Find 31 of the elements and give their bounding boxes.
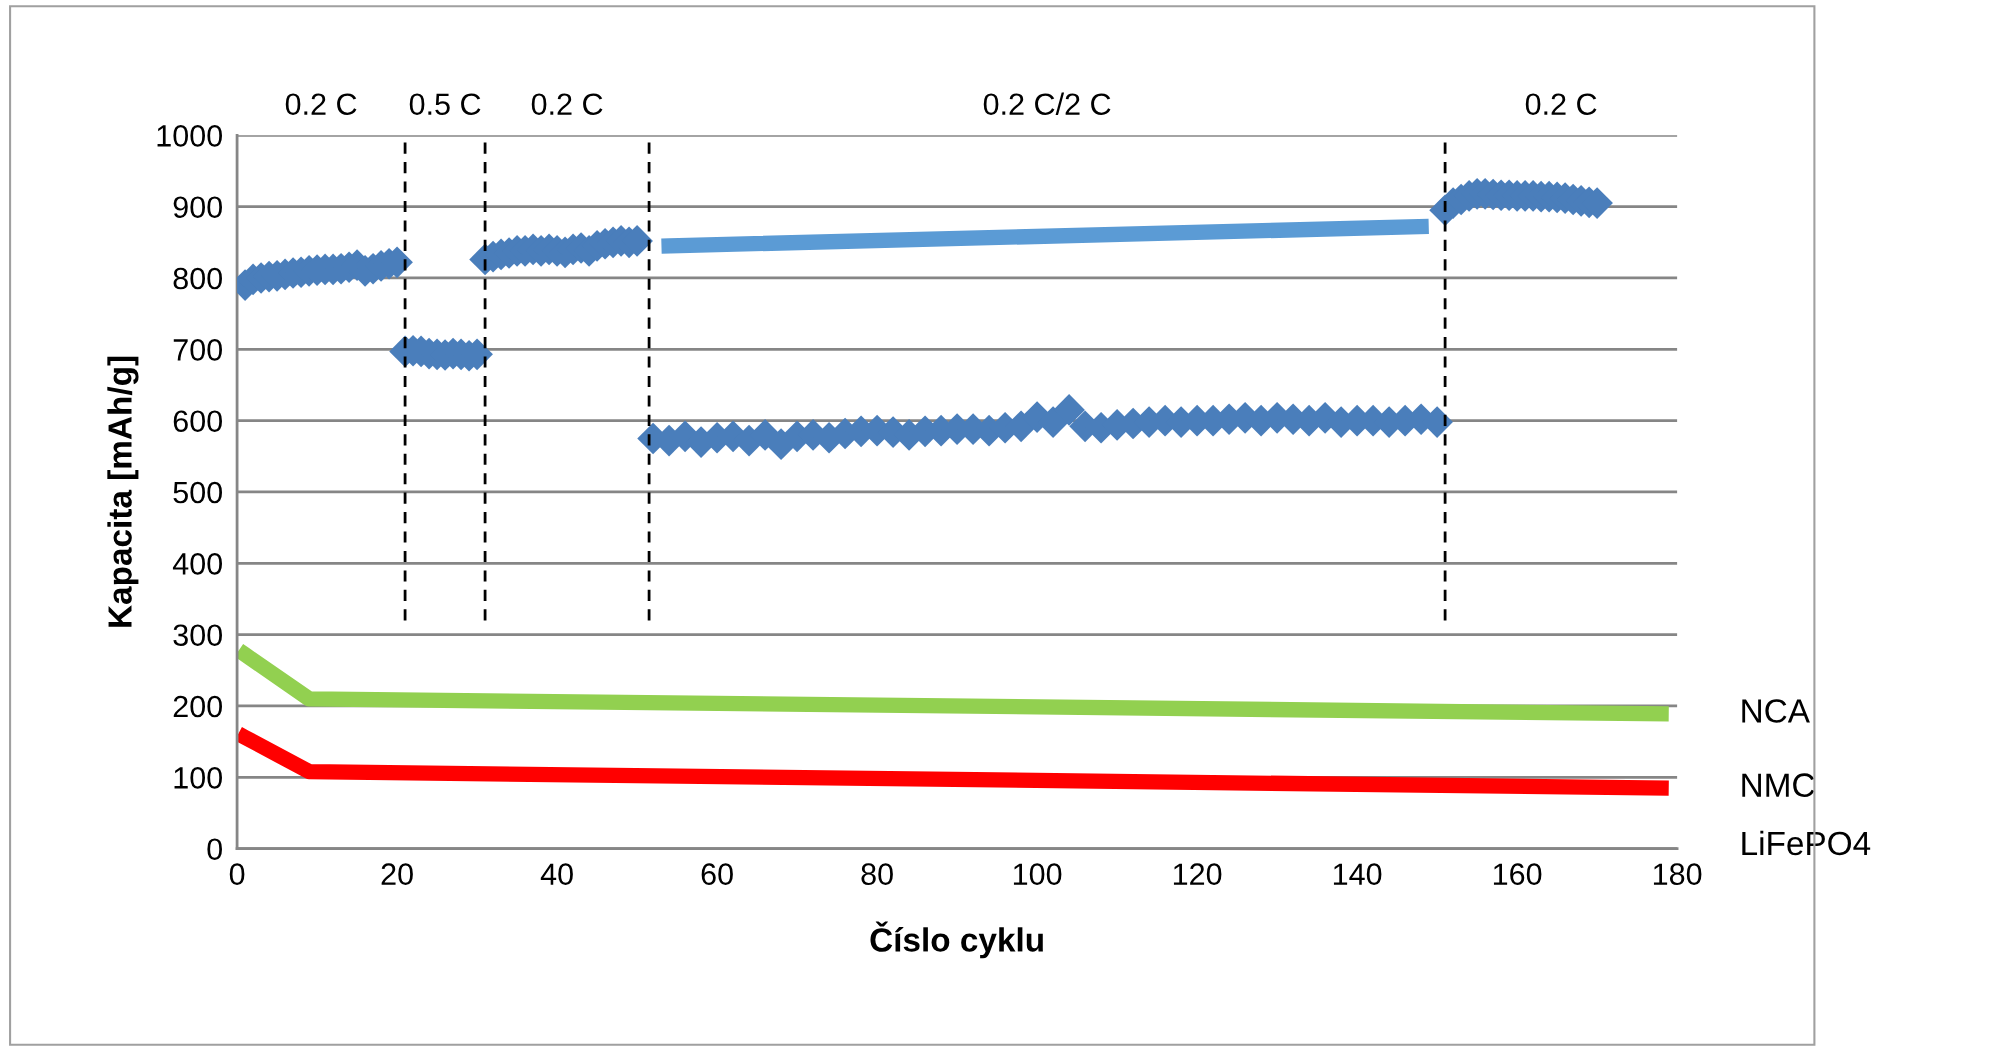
- text: NCA: [1742, 699, 1810, 723]
- y-tick-label: 1000: [157, 125, 222, 147]
- y-tick-label: 700: [173, 339, 222, 361]
- x-tick-label: 160: [1493, 863, 1542, 885]
- x-tick-label: 60: [701, 863, 733, 885]
- y-tick-label: 400: [172, 553, 222, 575]
- x-tick-label: 0: [229, 863, 245, 885]
- x-tick-label: 180: [1653, 863, 1702, 885]
- text: 0.2 C: [1525, 93, 1597, 116]
- y-tick-label: 500: [173, 481, 222, 504]
- y-tick-label: 600: [173, 410, 222, 433]
- text: 0.5 C: [409, 93, 481, 116]
- text: 0.2 C: [531, 93, 603, 116]
- x-tick-label: 20: [381, 863, 413, 885]
- x-axis-title: Číslo cyklu: [870, 921, 1043, 959]
- x-tick-label: 40: [540, 863, 573, 885]
- x-tick-label: 80: [861, 863, 893, 885]
- y-tick-label: 800: [173, 267, 222, 290]
- x-tick-label: 140: [1333, 863, 1382, 885]
- y-axis-title: Kapacita [mAh/g]: [107, 356, 139, 627]
- y-tick-label: 300: [173, 624, 222, 647]
- text: NMC: [1742, 773, 1815, 797]
- x-tick-label: 120: [1173, 863, 1222, 885]
- y-tick-label: 100: [174, 767, 222, 789]
- y-tick-label: 200: [173, 695, 222, 718]
- text: 0.2 C: [285, 93, 357, 116]
- y-tick-label: 0: [207, 838, 222, 861]
- text: 0.2 C/2 C: [983, 92, 1111, 116]
- y-tick-label: 900: [173, 196, 222, 219]
- text: LiFePO4: [1742, 830, 1871, 856]
- x-tick-label: 100: [1013, 863, 1062, 885]
